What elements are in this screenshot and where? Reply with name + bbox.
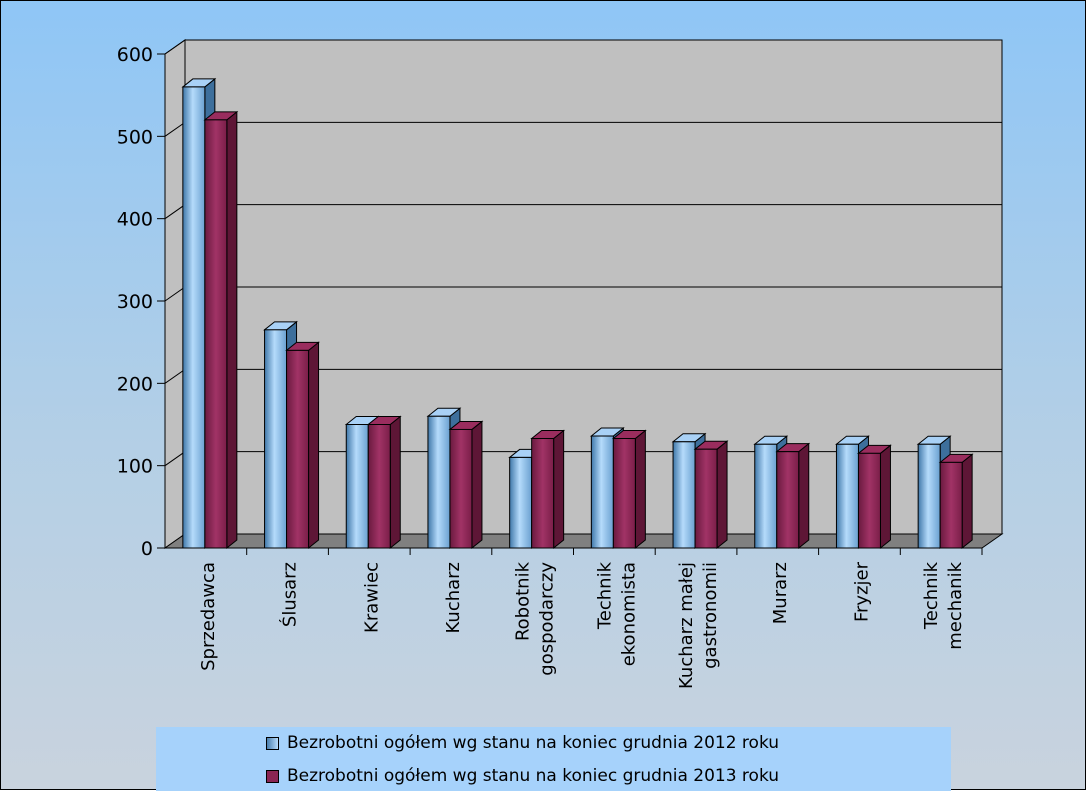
bar-2012: [590, 435, 614, 549]
category-label-line: Robotnik: [513, 561, 534, 641]
category-label: Sprzedawca: [198, 562, 219, 671]
category-label-line: Fryzjer: [851, 561, 872, 622]
bar-2012: [345, 424, 369, 549]
bar-2013-side: [389, 415, 401, 550]
bar-2012: [264, 329, 288, 549]
category-label: Murarz: [770, 562, 791, 624]
bar-2012: [835, 443, 859, 549]
category-label-line: mechanik: [945, 561, 966, 649]
category-label-line: ekonomista: [618, 562, 639, 666]
bar-2013-side: [553, 429, 565, 550]
bar-2012: [427, 415, 451, 549]
category-label: Ślusarz: [279, 562, 301, 627]
legend-entry-2012: Bezrobotni ogółem wg stanu na koniec gru…: [266, 730, 779, 756]
legend-label-2013: Bezrobotni ogółem wg stanu na koniec gru…: [287, 766, 780, 786]
bar-2012: [182, 86, 206, 549]
category-label: Kucharz małej gastronomii: [676, 562, 721, 689]
legend-swatch-2013: [266, 769, 279, 783]
y-tick-label: 500: [117, 126, 153, 148]
category-label-line: Murarz: [770, 562, 791, 624]
bar-2013: [449, 428, 473, 549]
y-tick-label: 100: [117, 456, 153, 478]
bar-2013: [694, 448, 718, 549]
category-label: Robotnik gospodarczy: [513, 561, 558, 675]
category-label-line: gospodarczy: [537, 562, 558, 676]
category-label-line: Kucharz: [443, 562, 464, 634]
category-label-line: Sprzedawca: [198, 562, 219, 671]
bar-2013: [531, 437, 555, 549]
y-tick-label: 0: [141, 538, 153, 560]
bar-2013-side: [308, 341, 320, 550]
bar-2012: [917, 443, 941, 549]
bar-2013: [776, 451, 800, 549]
bar-2012: [509, 456, 533, 549]
y-tick-label: 300: [117, 291, 153, 313]
y-tick-label: 200: [117, 373, 153, 395]
category-label: Krawiec: [361, 562, 382, 633]
category-label-line: Technik: [594, 561, 615, 630]
category-label-line: gastronomii: [700, 562, 721, 669]
bar-2013: [612, 437, 636, 549]
gridline: [164, 39, 1002, 55]
category-label-line: Krawiec: [361, 562, 382, 633]
legend: Bezrobotni ogółem wg stanu na koniec gru…: [156, 727, 951, 791]
bar-2013-side: [471, 420, 483, 550]
bar-2013-side: [961, 453, 973, 550]
category-label-line: Technik: [921, 561, 942, 630]
bar-2013: [367, 424, 391, 549]
legend-swatch-2012: [266, 736, 279, 750]
category-label-line: Ślusarz: [279, 562, 301, 627]
bar-2013: [857, 452, 881, 549]
y-tick-label: 600: [117, 44, 153, 66]
bar-2013-side: [798, 442, 810, 550]
legend-label-2012: Bezrobotni ogółem wg stanu na koniec gru…: [287, 733, 780, 753]
category-label: Technik ekonomista: [594, 561, 639, 666]
y-tick-label: 400: [117, 209, 153, 231]
bar-2013: [204, 119, 228, 549]
bar-2013-side: [226, 110, 238, 550]
bar-2013: [286, 349, 310, 549]
bar-2012: [754, 443, 778, 549]
bar-2013-side: [879, 444, 891, 550]
category-label: Kucharz: [443, 562, 464, 634]
legend-entry-2013: Bezrobotni ogółem wg stanu na koniec gru…: [266, 763, 779, 789]
bar-2013: [939, 461, 963, 549]
category-label: Fryzjer: [851, 561, 872, 622]
bar-2012: [672, 441, 696, 549]
bar-2013-side: [634, 429, 646, 550]
bar-2013-side: [716, 440, 728, 550]
category-label-line: Kucharz małej: [676, 562, 697, 689]
category-label: Technik mechanik: [921, 561, 966, 649]
